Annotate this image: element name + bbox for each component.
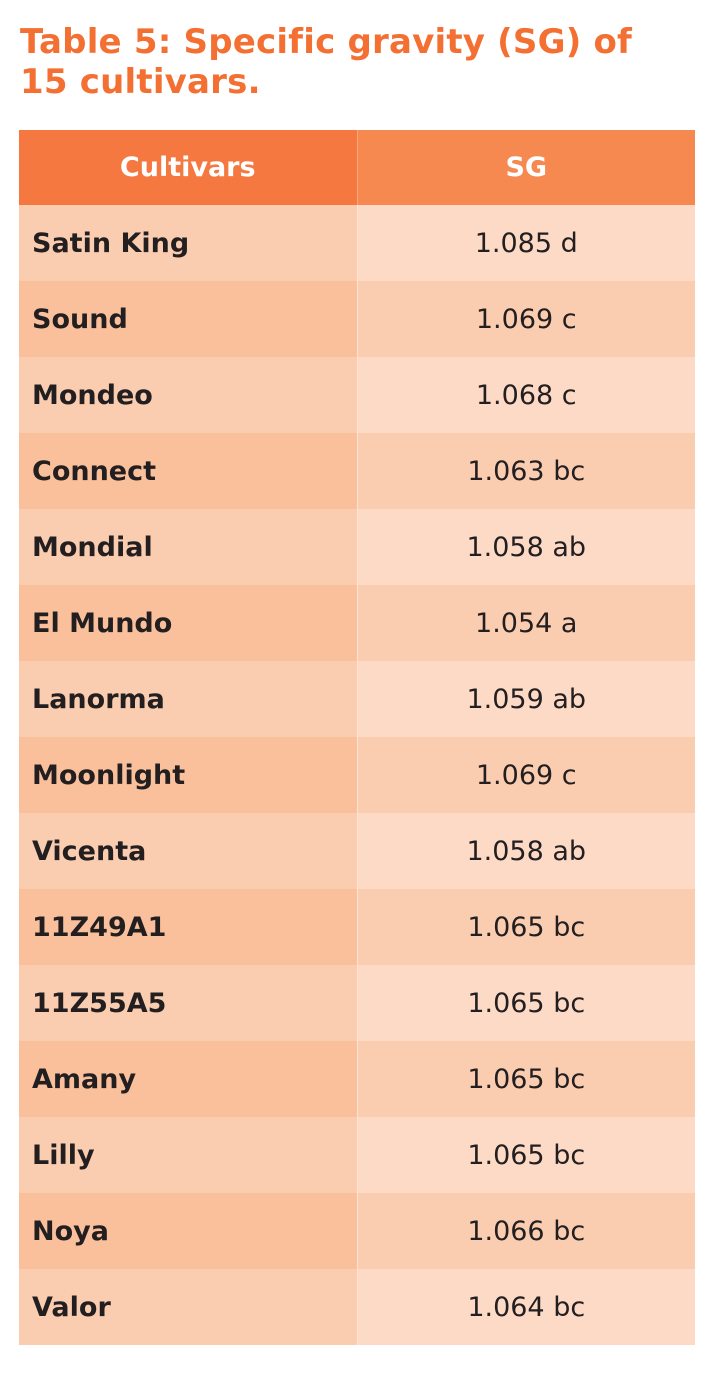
cultivar-cell: Satin King [19, 205, 358, 281]
table-row: 11Z49A1 1.065 bc [19, 889, 695, 965]
table-row: Connect 1.063 bc [19, 433, 695, 509]
cultivar-cell: Valor [19, 1269, 358, 1345]
table-row: Lanorma 1.059 ab [19, 661, 695, 737]
cultivar-cell: Lilly [19, 1117, 358, 1193]
cultivar-cell: Sound [19, 281, 358, 357]
header-cultivars: Cultivars [19, 130, 358, 205]
table-row: 11Z55A5 1.065 bc [19, 965, 695, 1041]
sg-cell: 1.065 bc [357, 965, 695, 1041]
sg-cell: 1.065 bc [357, 1117, 695, 1193]
sg-cell: 1.069 c [357, 737, 695, 813]
cultivar-cell: Amany [19, 1041, 358, 1117]
cultivar-cell: 11Z55A5 [19, 965, 358, 1041]
sg-table: Cultivars SG Satin King 1.085 d Sound 1.069… [19, 130, 695, 1345]
table-row: Mondeo 1.068 c [19, 357, 695, 433]
table-row: Noya 1.066 bc [19, 1193, 695, 1269]
table-title: Table 5: Specific gravity (SG) of 15 cul… [20, 22, 633, 102]
sg-cell: 1.064 bc [357, 1269, 695, 1345]
sg-cell: 1.066 bc [357, 1193, 695, 1269]
cultivar-cell: Connect [19, 433, 358, 509]
sg-cell: 1.058 ab [357, 813, 695, 889]
table-row: Sound 1.069 c [19, 281, 695, 357]
sg-cell: 1.068 c [357, 357, 695, 433]
sg-cell: 1.069 c [357, 281, 695, 357]
sg-cell: 1.058 ab [357, 509, 695, 585]
table-row: Valor 1.064 bc [19, 1269, 695, 1345]
sg-cell: 1.065 bc [357, 1041, 695, 1117]
table-row: Moonlight 1.069 c [19, 737, 695, 813]
header-sg: SG [357, 130, 695, 205]
cultivar-cell: Mondial [19, 509, 358, 585]
cultivar-cell: El Mundo [19, 585, 358, 661]
cultivar-cell: Moonlight [19, 737, 358, 813]
table-row: Mondial 1.058 ab [19, 509, 695, 585]
cultivar-cell: Lanorma [19, 661, 358, 737]
sg-cell: 1.065 bc [357, 889, 695, 965]
header-row: Cultivars SG [19, 130, 695, 205]
cultivar-cell: Noya [19, 1193, 358, 1269]
sg-cell: 1.085 d [357, 205, 695, 281]
sg-cell: 1.054 a [357, 585, 695, 661]
cultivar-cell: 11Z49A1 [19, 889, 358, 965]
sg-cell: 1.059 ab [357, 661, 695, 737]
table-row: Amany 1.065 bc [19, 1041, 695, 1117]
table-row: Satin King 1.085 d [19, 205, 695, 281]
table-row: Lilly 1.065 bc [19, 1117, 695, 1193]
sg-cell: 1.063 bc [357, 433, 695, 509]
cultivar-cell: Vicenta [19, 813, 358, 889]
table-row: El Mundo 1.054 a [19, 585, 695, 661]
table-row: Vicenta 1.058 ab [19, 813, 695, 889]
cultivar-cell: Mondeo [19, 357, 358, 433]
